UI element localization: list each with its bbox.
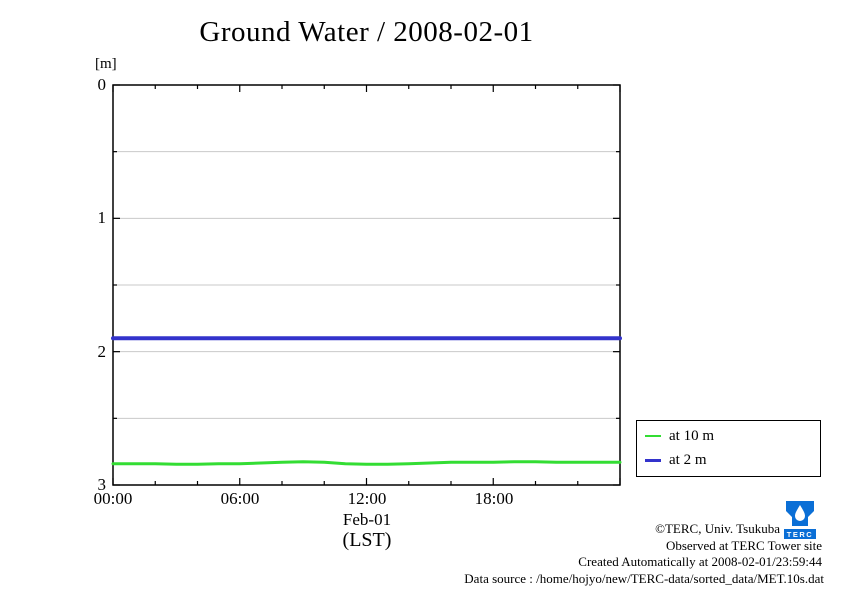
y-axis-unit-label: [m] <box>95 56 117 72</box>
x-tick-label-1: 06:00 <box>220 489 260 508</box>
legend: at 10 m at 2 m <box>636 420 821 477</box>
legend-entry-at-2m: at 2 m <box>637 452 820 469</box>
created-timestamp-text: Created Automatically at 2008-02-01/23:5… <box>578 554 822 569</box>
series-line-at-10m <box>111 460 622 466</box>
y-tick-label-2: 2 <box>97 342 107 361</box>
x-axis-label-date: Feb-01 <box>342 510 392 529</box>
legend-label-at-10m: at 10 m <box>669 427 714 444</box>
terc-logo-text: TERC <box>787 530 813 539</box>
x-axis-label-timezone: (LST) <box>342 529 392 551</box>
terc-logo-text-bar <box>784 529 816 539</box>
observed-site-text: Observed at TERC Tower site <box>665 538 822 553</box>
terc-logo: TERC <box>783 501 817 539</box>
y-tick-label-3: 3 <box>97 475 107 494</box>
copyright-text: ©TERC, Univ. Tsukuba <box>655 521 780 536</box>
legend-line-sample-blue <box>645 459 661 463</box>
y-tick-label-0: 0 <box>97 75 107 94</box>
terc-logo-graphic: TERC <box>784 501 816 539</box>
x-tick-label-0: 00:00 <box>93 489 133 508</box>
legend-entry-at-10m: at 10 m <box>637 428 820 445</box>
y-tick-label-1: 1 <box>97 208 107 227</box>
terc-logo-droplet-icon <box>795 505 805 521</box>
data-source-text: Data source : /home/hojyo/new/TERC-data/… <box>464 571 824 586</box>
chart-title: Ground Water / 2008-02-01 <box>199 16 534 48</box>
legend-label-at-2m: at 2 m <box>669 452 707 469</box>
x-tick-label-3: 18:00 <box>474 489 514 508</box>
legend-line-sample-green <box>645 435 661 438</box>
x-tick-label-2: 12:00 <box>347 489 387 508</box>
